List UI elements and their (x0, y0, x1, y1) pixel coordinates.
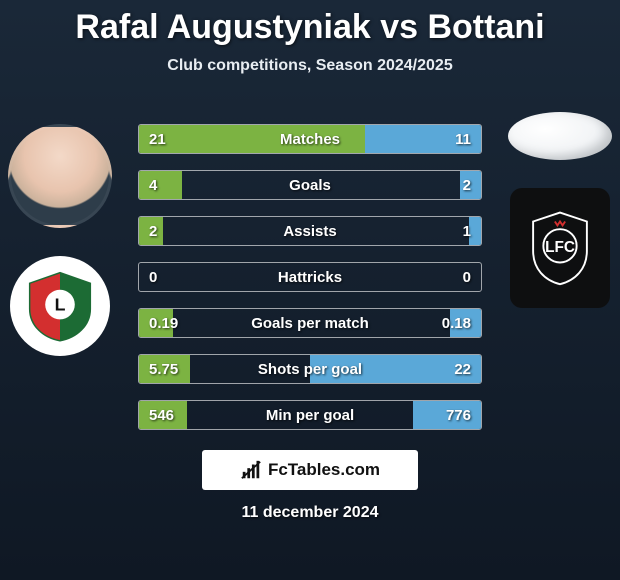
bar-value-left: 0.19 (149, 309, 178, 337)
lugano-crest-icon: LFC (528, 210, 592, 287)
left-player-column: L (8, 124, 112, 356)
subtitle: Club competitions, Season 2024/2025 (0, 57, 620, 75)
page-title: Rafal Augustyniak vs Bottani (0, 0, 620, 47)
bar-label: Shots per goal (139, 355, 481, 383)
bar-value-right: 0 (463, 263, 471, 291)
bar-value-right: 776 (446, 401, 471, 429)
svg-text:LFC: LFC (545, 239, 575, 256)
brand-text: FcTables.com (268, 460, 380, 480)
bar-row: Matches21 11 (138, 124, 482, 154)
bar-label: Hattricks (139, 263, 481, 291)
bar-label: Matches (139, 125, 481, 153)
bar-row: Assists2 1 (138, 216, 482, 246)
right-player-column: LFC (508, 112, 612, 308)
bar-value-right: 0.18 (442, 309, 471, 337)
bar-row: Min per goal546 776 (138, 400, 482, 430)
bar-label: Assists (139, 217, 481, 245)
chart-icon (240, 459, 262, 481)
legia-crest-icon: L (23, 269, 97, 343)
bar-value-left: 0 (149, 263, 157, 291)
bar-value-left: 5.75 (149, 355, 178, 383)
bar-value-left: 546 (149, 401, 174, 429)
bar-value-left: 2 (149, 217, 157, 245)
bar-value-left: 21 (149, 125, 166, 153)
bar-label: Goals per match (139, 309, 481, 337)
bar-value-right: 2 (463, 171, 471, 199)
brand-badge: FcTables.com (202, 450, 418, 490)
bar-row: Goals4 2 (138, 170, 482, 200)
comparison-bars: Matches2111Goals42Assists21Hattricks00Go… (138, 124, 482, 446)
bar-label: Goals (139, 171, 481, 199)
ball-icon (508, 112, 612, 160)
bar-row: Hattricks0 0 (138, 262, 482, 292)
bar-value-right: 11 (455, 125, 471, 153)
club-badge-left: L (10, 256, 110, 356)
bar-label: Min per goal (139, 401, 481, 429)
bar-value-right: 1 (463, 217, 471, 245)
player-photo-left (8, 124, 112, 228)
bar-value-right: 22 (454, 355, 471, 383)
club-badge-right: LFC (510, 188, 610, 308)
svg-text:L: L (55, 294, 66, 314)
bar-value-left: 4 (149, 171, 157, 199)
bar-row: Goals per match0.19 0.18 (138, 308, 482, 338)
bar-row: Shots per goal5.75 22 (138, 354, 482, 384)
date-text: 11 december 2024 (0, 504, 620, 522)
